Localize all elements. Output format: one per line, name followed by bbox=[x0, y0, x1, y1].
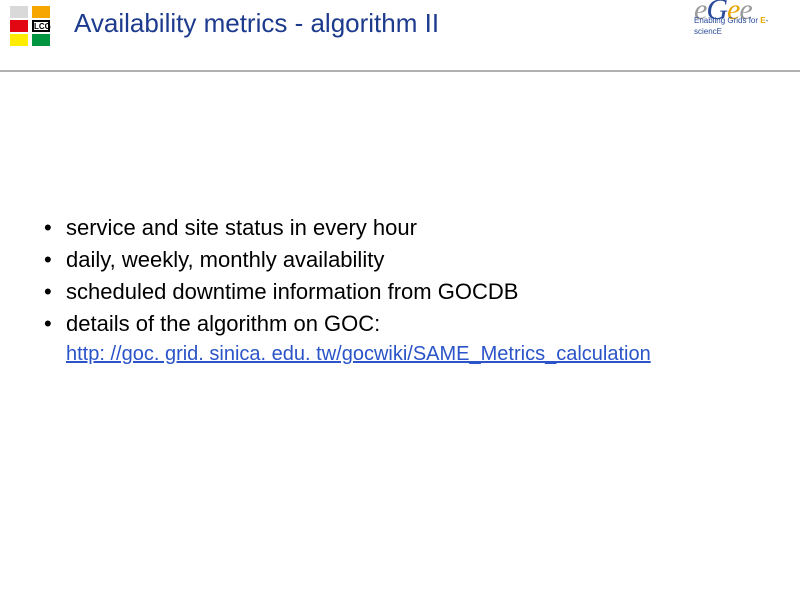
egee-brand: eGee bbox=[694, 4, 790, 15]
logo-tile: LCG bbox=[32, 20, 50, 32]
logo-tile bbox=[10, 6, 28, 18]
bullet-item: details of the algorithm on GOC: bbox=[40, 308, 760, 340]
bullet-item: daily, weekly, monthly availability bbox=[40, 244, 760, 276]
logo-tile bbox=[32, 6, 50, 18]
slide: LCG Availability metrics - algorithm II … bbox=[0, 0, 800, 600]
logo-tile bbox=[32, 34, 50, 46]
egee-logo: eGee Enabling Grids for E-sciencE bbox=[694, 4, 790, 60]
slide-header: LCG Availability metrics - algorithm II … bbox=[0, 0, 800, 72]
lcg-logo: LCG bbox=[10, 6, 62, 50]
bullet-item: service and site status in every hour bbox=[40, 212, 760, 244]
egee-tagline: Enabling Grids for E-sciencE bbox=[694, 15, 790, 37]
bullet-list: service and site status in every hour da… bbox=[40, 212, 760, 340]
goc-link[interactable]: http: //goc. grid. sinica. edu. tw/gocwi… bbox=[66, 340, 760, 368]
slide-title: Availability metrics - algorithm II bbox=[74, 8, 439, 39]
slide-body: service and site status in every hour da… bbox=[0, 72, 800, 368]
bullet-item: scheduled downtime information from GOCD… bbox=[40, 276, 760, 308]
logo-tile bbox=[10, 34, 28, 46]
logo-tile bbox=[10, 20, 28, 32]
egee-tagline-prefix: Enabling Grids for bbox=[694, 16, 760, 25]
